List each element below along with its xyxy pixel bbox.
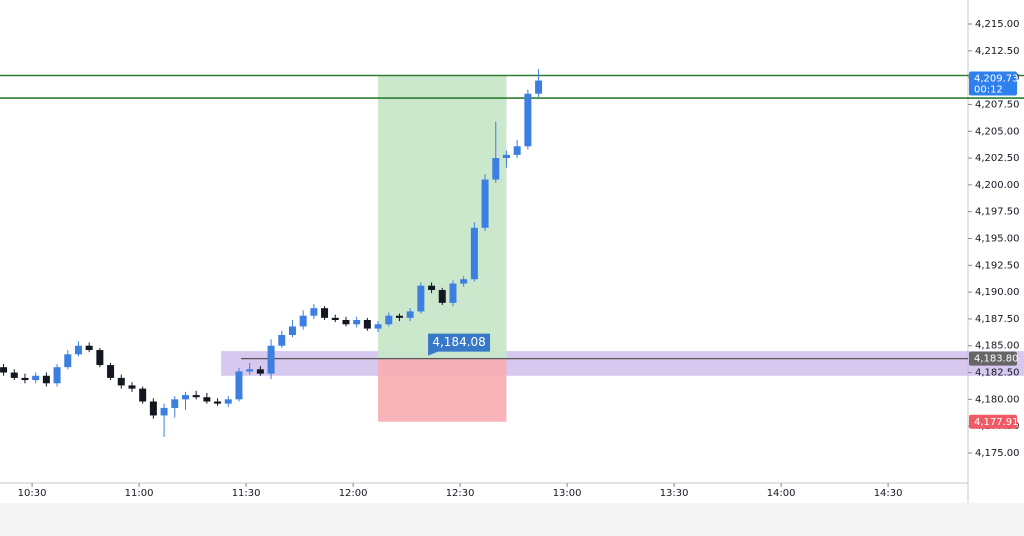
callout-box [428, 333, 491, 356]
countdown-label: 00:12 [974, 85, 1003, 96]
candle-body [203, 397, 211, 402]
candle-body [160, 407, 168, 416]
candle-body [417, 285, 425, 312]
candle-body [299, 315, 307, 327]
candle-body [331, 317, 339, 320]
candle-body [395, 315, 403, 318]
x-tick-label: 13:00 [553, 488, 582, 499]
y-tick-label: 4,185.00 [975, 341, 1020, 352]
candle-body [64, 354, 72, 368]
y-tick-label: 4,192.50 [975, 260, 1020, 271]
candle-body [117, 377, 125, 386]
candle-body [214, 401, 222, 404]
candle-body [502, 154, 510, 159]
candle-body [353, 319, 361, 325]
candle-body [513, 146, 521, 155]
candle-body [310, 308, 318, 316]
candle-body [235, 371, 243, 400]
x-tick-label: 10:30 [18, 488, 47, 499]
candle-body [149, 401, 157, 416]
y-tick-label: 4,187.50 [975, 314, 1020, 325]
candle-body [535, 80, 543, 94]
y-tick-label: 4,195.00 [975, 233, 1020, 244]
candle-body [385, 315, 393, 325]
x-tick-label: 11:00 [125, 488, 154, 499]
candle-body [246, 369, 254, 372]
stop-tag [969, 414, 1017, 429]
candle-body [181, 395, 189, 400]
x-tick-label: 11:30 [232, 488, 261, 499]
x-tick-label: 12:00 [339, 488, 368, 499]
callout-label: 4,184.08 [432, 335, 485, 349]
y-tick-label: 4,205.00 [975, 126, 1020, 137]
current-price-label: 4,209.73 [974, 74, 1019, 85]
y-tick-label: 4,190.00 [975, 287, 1020, 298]
x-tick-label: 14:30 [874, 488, 903, 499]
candle-body [481, 179, 489, 228]
entry-label: 4,183.80 [974, 354, 1019, 365]
candle-body [10, 372, 18, 378]
entry-tag [969, 351, 1017, 366]
candle-body [32, 375, 40, 381]
candle-body [192, 395, 200, 398]
y-tick-label: 4,180.00 [975, 394, 1020, 405]
candle-body [428, 285, 436, 290]
candle-body [438, 289, 446, 303]
candle-body [85, 345, 93, 351]
candle-body [321, 308, 329, 318]
candle-body [53, 367, 61, 384]
y-tick-label: 4,175.00 [975, 448, 1020, 459]
candle-body [288, 326, 296, 336]
candle-body [267, 345, 275, 374]
y-tick-label: 4,207.50 [975, 99, 1020, 110]
candle-body [139, 388, 147, 402]
candle-body [96, 350, 104, 366]
stop-label: 4,177.91 [974, 417, 1019, 428]
candle-body [406, 311, 414, 318]
candle-body [449, 283, 457, 303]
candle-body [492, 158, 500, 180]
candle-body [42, 375, 50, 384]
candle-body [363, 319, 371, 329]
footer [0, 503, 1024, 536]
y-tick-label: 4,212.50 [975, 46, 1020, 57]
x-tick-label: 12:30 [446, 488, 475, 499]
loss-zone [378, 358, 507, 422]
candle-body [278, 335, 286, 346]
x-tick-label: 13:30 [660, 488, 689, 499]
candle-body [460, 279, 468, 284]
candle-body [74, 345, 82, 355]
y-tick-label: 4,200.00 [975, 180, 1020, 191]
candle-body [171, 399, 179, 408]
candle-body [107, 365, 115, 378]
x-tick-label: 14:00 [767, 488, 796, 499]
current-price-tag [969, 71, 1017, 96]
y-tick-label: 4,215.00 [975, 19, 1020, 30]
y-tick-label: 4,182.50 [975, 368, 1020, 379]
candle-body [342, 319, 350, 325]
candle-body [224, 399, 232, 404]
candle-body [256, 369, 264, 374]
zone [221, 351, 1024, 376]
candle-body [21, 377, 29, 381]
y-tick-label: 4,197.50 [975, 207, 1020, 218]
candle-body [128, 385, 136, 389]
candle-body [524, 93, 532, 147]
candle-body [374, 324, 382, 329]
candle-body [0, 367, 8, 373]
candle-body [470, 227, 478, 280]
y-tick-label: 4,202.50 [975, 153, 1020, 164]
